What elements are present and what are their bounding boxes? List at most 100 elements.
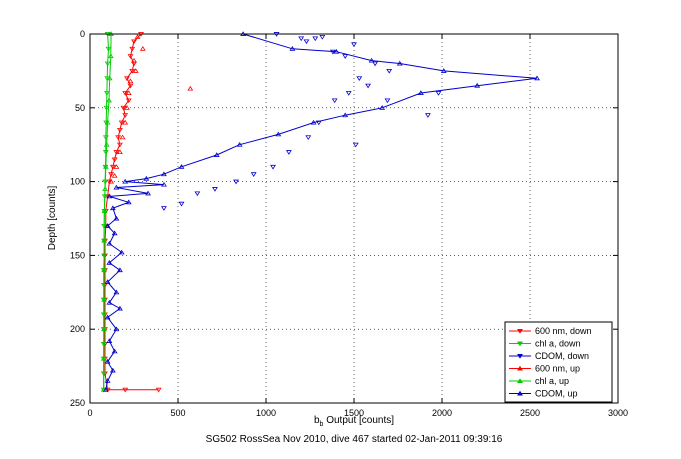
x-tick-label: 1500 <box>344 408 364 418</box>
x-tick-label: 2500 <box>520 408 540 418</box>
legend-marker <box>517 341 523 347</box>
data-point <box>122 119 129 125</box>
data-point <box>129 46 136 52</box>
data-point <box>111 230 118 236</box>
x-tick-label: 3000 <box>608 408 628 418</box>
data-point <box>134 34 141 39</box>
legend-entry: chl a, down <box>509 339 581 349</box>
y-tick-label: 250 <box>70 398 85 408</box>
data-point <box>131 57 137 63</box>
data-point <box>104 223 111 228</box>
data-point <box>310 119 317 125</box>
data-point <box>122 178 129 184</box>
data-point <box>106 260 113 265</box>
data-point <box>352 142 359 148</box>
data-point <box>333 48 340 54</box>
data-point <box>386 68 393 74</box>
data-point <box>101 326 108 332</box>
data-point <box>104 194 111 200</box>
data-point <box>250 172 257 177</box>
legend-label: chl a, up <box>535 376 569 386</box>
data-point <box>113 164 120 169</box>
data-point <box>129 68 136 74</box>
data-point <box>379 105 386 110</box>
data-point <box>124 105 130 110</box>
data-point <box>289 46 296 51</box>
legend-label: CDOM, up <box>535 389 578 399</box>
data-point <box>104 61 111 67</box>
data-point <box>101 296 108 302</box>
axis-ticks: 0 500 1000 1500 2000 2500 3000 0 50 100 150 200 250 <box>70 29 628 418</box>
data-point <box>106 299 113 305</box>
series-line <box>103 33 112 390</box>
data-point <box>111 157 118 163</box>
data-point <box>104 314 111 320</box>
data-point <box>351 42 357 48</box>
data-point <box>160 206 167 211</box>
data-point <box>106 193 113 199</box>
data-point <box>116 142 123 148</box>
series-2 <box>160 32 442 211</box>
data-point <box>100 355 107 361</box>
data-point <box>187 85 194 91</box>
data-point <box>331 98 338 104</box>
data-point <box>125 199 132 205</box>
y-axis-label: Depth [counts] <box>47 186 58 251</box>
data-point <box>120 105 127 111</box>
data-point <box>178 201 185 207</box>
data-point <box>116 305 123 311</box>
data-point <box>342 54 349 59</box>
legend-entry: 600 nm, up <box>509 364 580 374</box>
x-tick-label: 500 <box>170 408 185 418</box>
data-point <box>103 141 110 147</box>
data-point <box>116 267 123 273</box>
data-point <box>132 68 139 73</box>
data-point <box>270 164 276 170</box>
data-point <box>104 387 111 393</box>
data-point <box>305 135 312 141</box>
data-point <box>111 348 118 354</box>
data-point <box>106 338 113 343</box>
x-tick-label: 0 <box>87 408 92 418</box>
data-point <box>109 205 116 211</box>
data-point <box>155 387 162 393</box>
data-point <box>534 75 540 81</box>
data-point <box>236 141 243 147</box>
data-point <box>105 46 112 52</box>
figure-caption: SG502 RossSea Nov 2010, dive 467 started… <box>206 434 503 445</box>
data-point <box>106 97 112 103</box>
data-point <box>122 387 129 393</box>
data-point <box>101 237 108 243</box>
series-line <box>105 33 538 390</box>
x-tick-label: 1000 <box>256 408 276 418</box>
data-point <box>108 172 115 177</box>
legend-entry: CDOM, up <box>509 389 578 399</box>
data-point <box>106 240 113 246</box>
data-point <box>116 127 123 133</box>
data-point <box>107 53 114 59</box>
data-point <box>127 54 134 59</box>
data-point <box>213 152 220 157</box>
data-point <box>319 35 326 40</box>
legend-entry: CDOM, down <box>509 351 589 361</box>
legend-marker <box>517 354 523 359</box>
legend: 600 nm, down chl a, down CDOM, down 600 nm,… <box>504 321 613 403</box>
legend-label: CDOM, down <box>535 351 589 361</box>
data-point <box>101 267 108 273</box>
data-point <box>233 179 240 185</box>
data-point <box>160 181 167 187</box>
data-point <box>113 289 120 295</box>
y-tick-label: 100 <box>70 177 85 187</box>
y-tick-label: 50 <box>75 103 85 113</box>
legend-label: chl a, down <box>535 339 581 349</box>
data-point <box>102 164 109 169</box>
data-point <box>104 378 111 383</box>
data-point <box>103 91 110 96</box>
data-point <box>116 149 123 155</box>
data-point <box>125 98 132 104</box>
series-4 <box>100 31 115 392</box>
data-point <box>178 164 185 169</box>
data-point <box>384 98 391 104</box>
legend-marker <box>517 390 523 396</box>
